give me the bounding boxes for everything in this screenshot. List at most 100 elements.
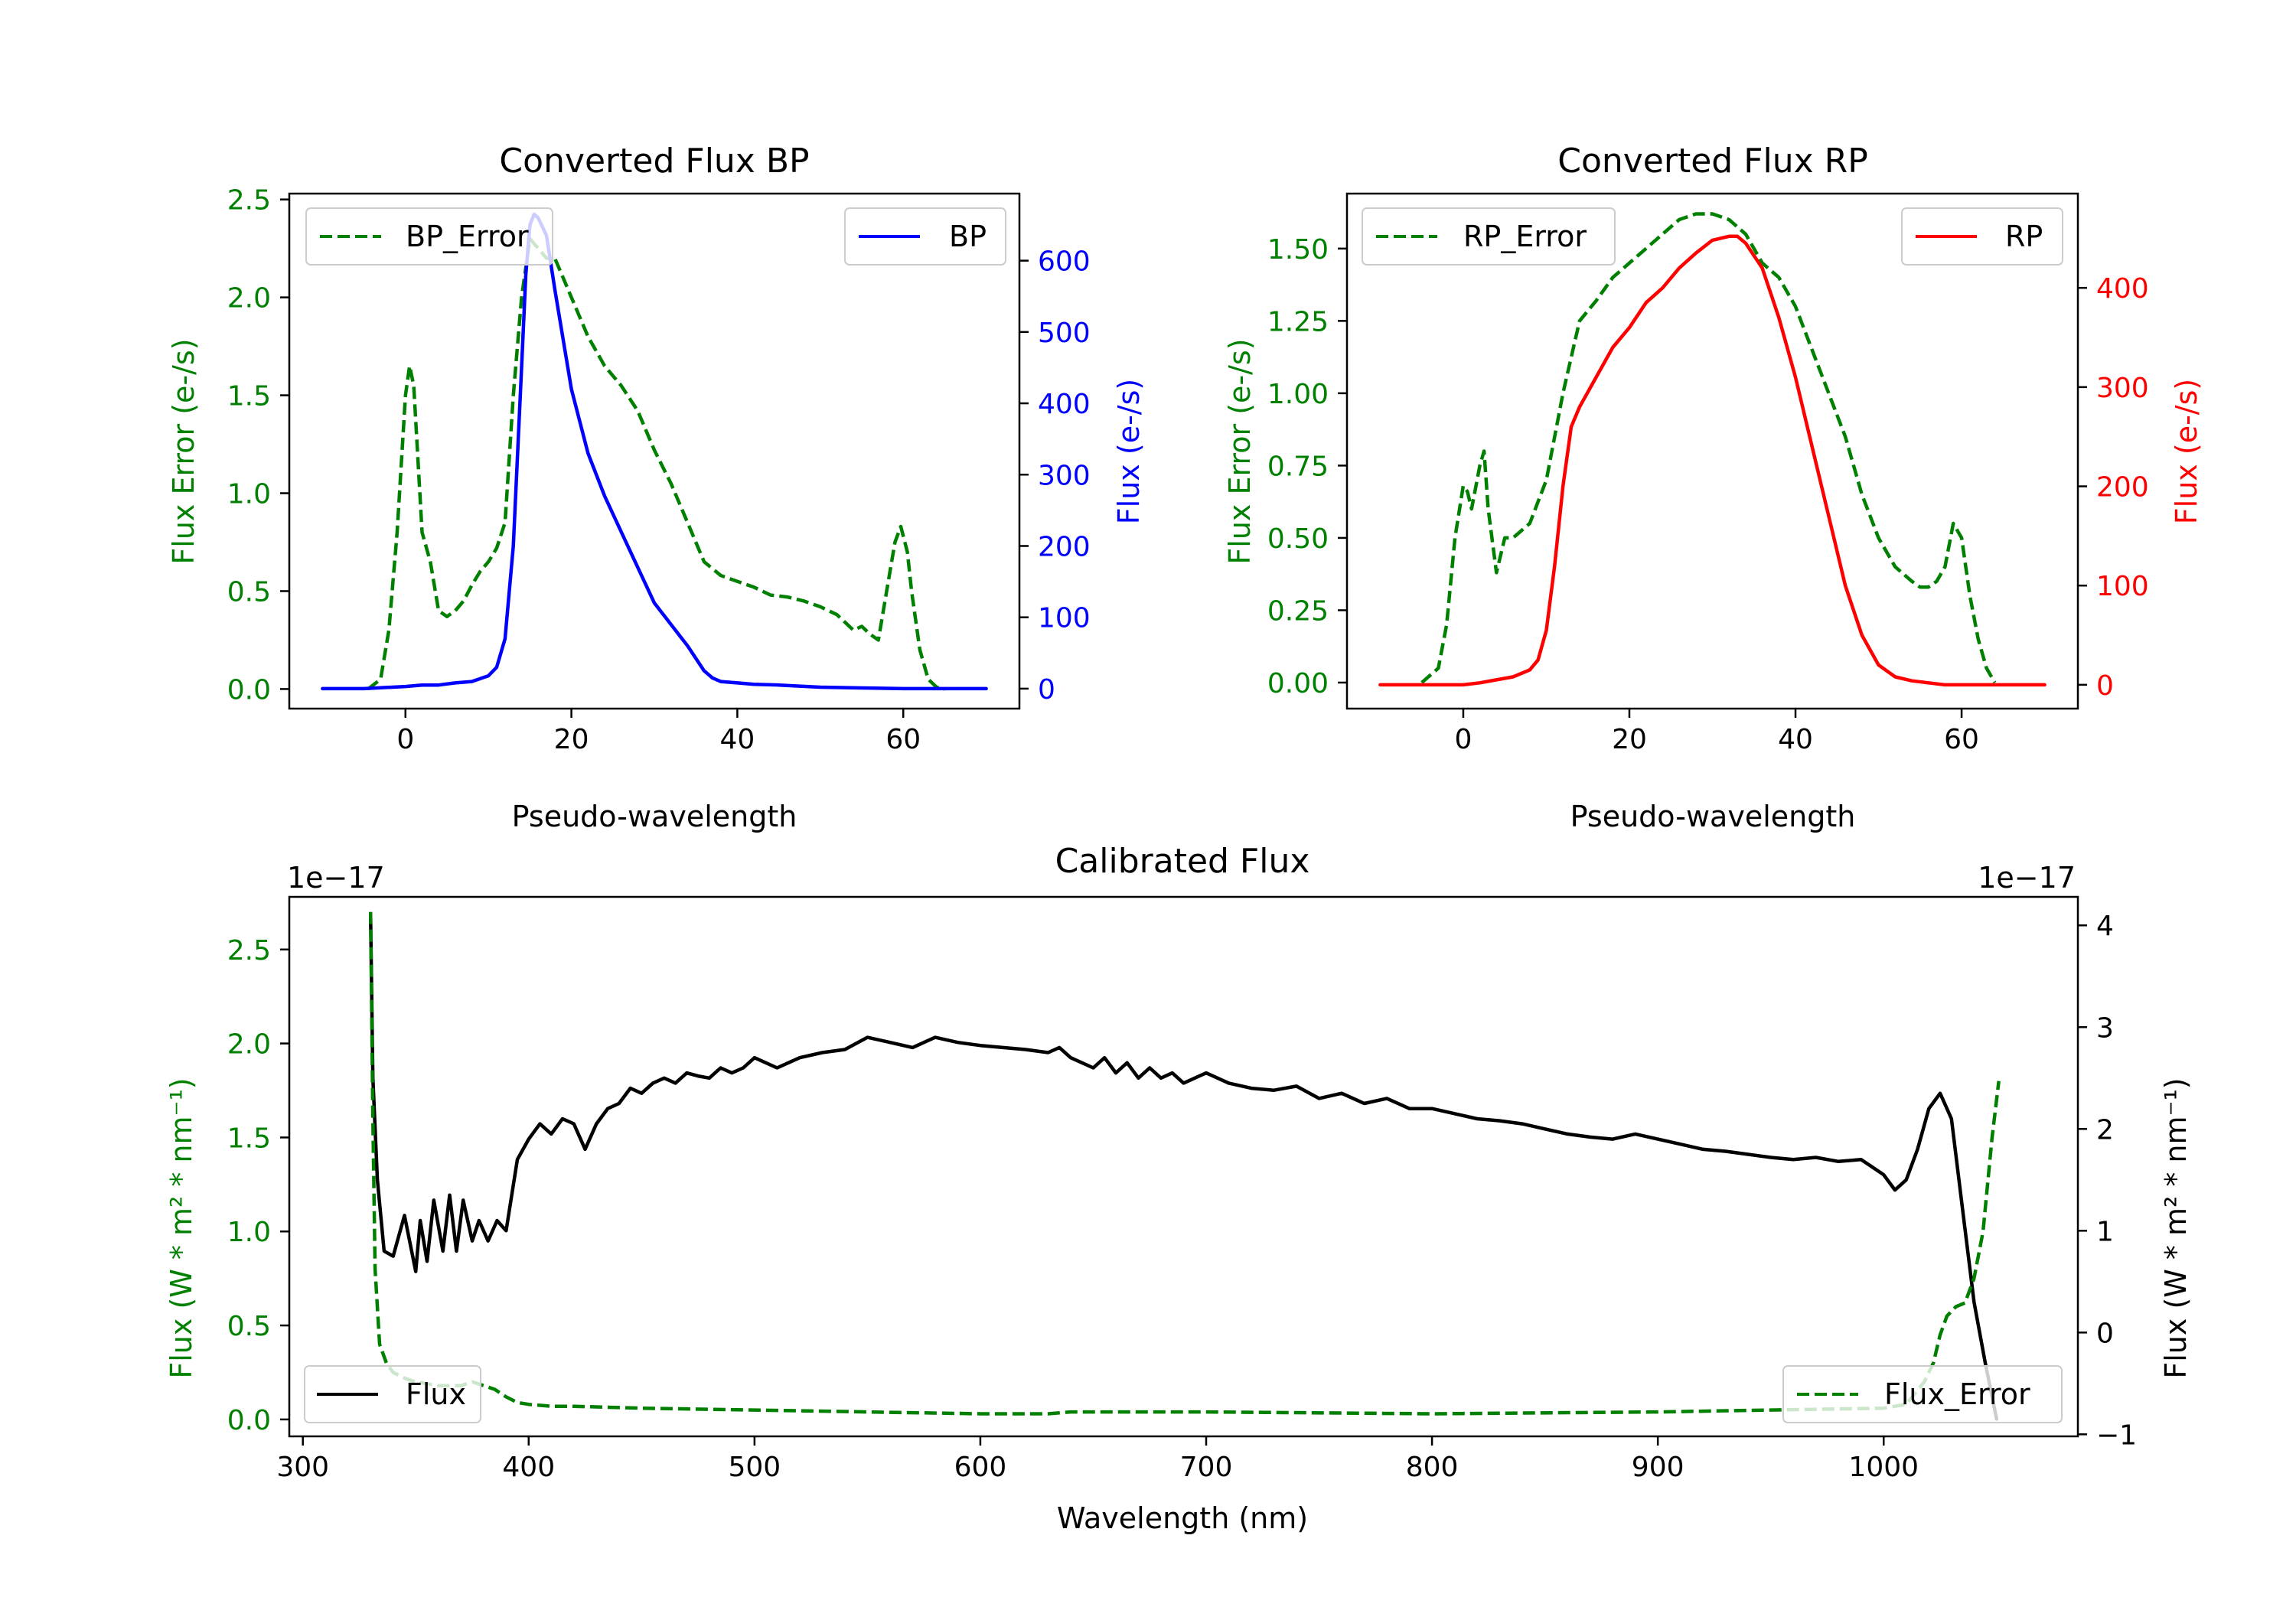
bp-legend-error: BP_Error <box>305 207 553 266</box>
rp-ylabel-left: Flux Error (e-/s) <box>1223 338 1257 564</box>
bp-panel: Converted Flux BP Pseudo-wavelength Flux… <box>167 142 1146 833</box>
bp-legend-error-box <box>305 207 553 266</box>
calibrated-legend-error-box <box>1782 1365 2063 1423</box>
bp-ytick-left-label: 1.0 <box>227 479 271 510</box>
calibrated-title: Calibrated Flux <box>1055 842 1310 881</box>
calibrated-series-flux <box>368 913 1999 1421</box>
bp-xtick-label: 0 <box>396 724 414 755</box>
calibrated-ytick-right-label: 0 <box>2096 1318 2114 1349</box>
bp-series-bp-error <box>367 236 945 691</box>
calibrated-ytick-left-label: 2.5 <box>227 935 271 966</box>
calibrated-legend-flux: Flux <box>304 1365 481 1423</box>
rp-legend-flux-label: RP <box>2005 220 2043 253</box>
rp-ytick-right-label: 400 <box>2096 273 2149 305</box>
bp-plot-area <box>321 212 988 691</box>
calibrated-ytick-right-label: 3 <box>2096 1012 2114 1044</box>
rp-legend-error-label: RP_Error <box>1463 220 1587 253</box>
bp-ticks: 0 20 40 60 0.0 0.5 1.0 1.5 2.0 2.5 0 100 200 300 400 50… <box>227 185 1091 755</box>
calibrated-xtick-label: 800 <box>1406 1452 1459 1483</box>
bp-ytick-right-label: 0 <box>1038 674 1055 706</box>
rp-ytick-right-label: 0 <box>2096 670 2114 702</box>
bp-series-bp <box>321 212 988 691</box>
rp-xlabel: Pseudo-wavelength <box>1570 800 1856 833</box>
calibrated-xlabel: Wavelength (nm) <box>1057 1501 1308 1535</box>
bp-ytick-left-label: 2.5 <box>227 185 271 217</box>
rp-title: Converted Flux RP <box>1557 142 1868 181</box>
calibrated-legend-flux-box <box>304 1365 481 1423</box>
bp-ytick-right-label: 100 <box>1038 603 1091 634</box>
calibrated-ylabel-right: Flux (W * m² * nm⁻¹) <box>2159 1077 2193 1378</box>
calibrated-panel: Calibrated Flux 1e−17 1e−17 Wavelength (… <box>165 842 2193 1535</box>
rp-ytick-right-label: 200 <box>2096 472 2149 504</box>
calibrated-ytick-left-label: 1.5 <box>227 1123 271 1154</box>
calibrated-frame <box>288 895 2079 1438</box>
calibrated-xtick-label: 500 <box>728 1452 781 1483</box>
bp-ylabel-left: Flux Error (e-/s) <box>167 338 201 564</box>
calibrated-xtick-label: 400 <box>502 1452 555 1483</box>
bp-legend-flux: BP <box>844 207 1006 266</box>
rp-ytick-left-label: 0.25 <box>1267 595 1329 627</box>
calibrated-multiplier-left: 1e−17 <box>287 861 385 895</box>
bp-xtick-label: 40 <box>720 724 755 755</box>
bp-ytick-right-label: 600 <box>1038 246 1091 278</box>
rp-series-rp <box>1378 234 2047 687</box>
bp-ytick-right-label: 500 <box>1038 318 1091 349</box>
calibrated-legend-error-label: Flux_Error <box>1884 1377 2030 1411</box>
rp-ticks: 0 20 40 60 0.00 0.25 0.50 0.75 1.00 1.25 1.50 0 100 2… <box>1267 234 2149 755</box>
calibrated-legend-error: Flux_Error <box>1782 1365 2063 1423</box>
rp-ytick-left-label: 1.00 <box>1267 379 1329 410</box>
rp-frame <box>1345 192 2079 710</box>
bp-xlabel: Pseudo-wavelength <box>512 800 797 833</box>
bp-legend-flux-label: BP <box>949 220 987 253</box>
bp-ytick-left-label: 0.5 <box>227 576 271 608</box>
rp-ytick-left-label: 0.75 <box>1267 451 1329 482</box>
rp-ytick-left-label: 1.50 <box>1267 234 1329 266</box>
bp-ylabel-right: Flux (e-/s) <box>1112 379 1146 524</box>
calibrated-ytick-left-label: 0.5 <box>227 1311 271 1342</box>
calibrated-legend-flux-label: Flux <box>406 1377 466 1411</box>
calibrated-ytick-left-label: 1.0 <box>227 1217 271 1248</box>
calibrated-ytick-right-label: −1 <box>2096 1420 2137 1451</box>
rp-panel: Converted Flux RP Pseudo-wavelength Flux… <box>1223 142 2203 833</box>
bp-ytick-right-label: 200 <box>1038 531 1091 562</box>
bp-legend-flux-box <box>844 207 1006 266</box>
calibrated-multiplier-right: 1e−17 <box>1978 861 2076 895</box>
bp-legend-error-label: BP_Error <box>406 220 529 253</box>
rp-ytick-left-label: 1.25 <box>1267 306 1329 337</box>
rp-legend-error-box <box>1362 207 1616 266</box>
rp-xtick-label: 40 <box>1778 724 1813 755</box>
calibrated-xtick-label: 700 <box>1180 1452 1233 1483</box>
calibrated-xtick-label: 1000 <box>1848 1452 1919 1483</box>
bp-xtick-label: 60 <box>885 724 921 755</box>
bp-ytick-left-label: 2.0 <box>227 283 271 315</box>
calibrated-xtick-label: 600 <box>954 1452 1007 1483</box>
rp-xtick-label: 0 <box>1454 724 1472 755</box>
calibrated-ytick-right-label: 1 <box>2096 1216 2114 1247</box>
bp-ytick-left-label: 1.5 <box>227 381 271 412</box>
calibrated-xtick-label: 900 <box>1632 1452 1684 1483</box>
rp-xtick-label: 20 <box>1612 724 1647 755</box>
bp-frame <box>288 192 1021 710</box>
rp-legend-error: RP_Error <box>1362 207 1616 266</box>
rp-series-rp-error <box>1420 212 1997 684</box>
bp-xtick-label: 20 <box>554 724 589 755</box>
rp-legend-flux: RP <box>1901 207 2063 266</box>
rp-ytick-right-label: 100 <box>2096 571 2149 602</box>
rp-legend-flux-box <box>1901 207 2063 266</box>
rp-ytick-left-label: 0.50 <box>1267 523 1329 555</box>
calibrated-xtick-label: 300 <box>276 1452 329 1483</box>
calibrated-ylabel-left: Flux (W * m² * nm⁻¹) <box>165 1077 198 1378</box>
bp-ytick-right-label: 400 <box>1038 389 1091 420</box>
rp-xtick-label: 60 <box>1944 724 1979 755</box>
rp-ytick-right-label: 300 <box>2096 373 2149 404</box>
bp-ytick-right-label: 300 <box>1038 460 1091 491</box>
bp-ytick-left-label: 0.0 <box>227 674 271 706</box>
calibrated-ytick-right-label: 4 <box>2096 911 2114 942</box>
bp-title: Converted Flux BP <box>499 142 809 181</box>
rp-ylabel-right: Flux (e-/s) <box>2170 379 2203 524</box>
calibrated-ytick-right-label: 2 <box>2096 1114 2114 1146</box>
rp-ytick-left-label: 0.00 <box>1267 668 1329 699</box>
rp-plot-area <box>1378 212 2047 687</box>
